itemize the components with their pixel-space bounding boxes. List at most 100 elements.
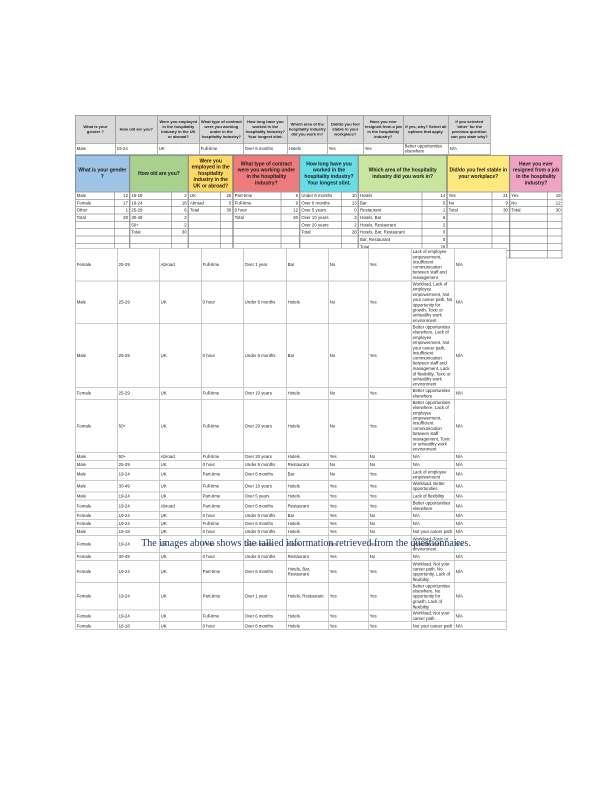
empty-cell xyxy=(491,213,510,222)
value-cell: 19-24 xyxy=(114,143,158,155)
response-cell: Male xyxy=(74,527,118,537)
response-cell: 19-24 xyxy=(116,560,160,584)
tally-count: 12 xyxy=(113,191,130,200)
response-cell: Yes xyxy=(327,499,369,513)
tally-label: Total xyxy=(232,213,282,222)
tally-count: 1 xyxy=(421,206,447,215)
response-cell: Hotels xyxy=(285,491,329,501)
tally-count: 28 xyxy=(341,228,359,237)
response-cell: Yes xyxy=(367,479,412,493)
response-cell: UK xyxy=(158,468,202,481)
table-row: Male 19-24 UK Part-time Over 5 years Hotels Ye… xyxy=(74,491,507,501)
table-row: Total 30 xyxy=(188,206,233,215)
response-cell: Full-time xyxy=(200,452,244,461)
response-cell: Yes xyxy=(367,387,412,400)
tally-label: Total xyxy=(129,228,172,237)
table-row: Female 25-29 Abroad Full-time Over 1 year Bar… xyxy=(74,248,507,282)
table-row: 16-18 2 xyxy=(129,191,189,200)
table-row xyxy=(509,242,563,251)
response-cell: Full-time xyxy=(200,479,244,493)
response-cell: Hotels xyxy=(285,479,329,493)
tally-question-cell: Have you ever resigned from a job in the… xyxy=(509,154,563,193)
table-row: 19-24 18 xyxy=(129,198,189,207)
response-cell: Better opportunities elsewhere, Lack of … xyxy=(410,323,455,388)
table-row: Male 50+ Abroad Full-time Over 20 years Hotel… xyxy=(74,452,507,461)
response-cell: 19-24 xyxy=(116,609,160,623)
response-cell: Female xyxy=(74,582,118,611)
tally-label: Female xyxy=(74,198,115,207)
response-cell: Part-time xyxy=(200,560,244,584)
empty-cell xyxy=(113,220,130,229)
tally-label: 25-29 xyxy=(129,206,172,215)
tally-count: 13 xyxy=(341,198,359,207)
tally-count: 18 xyxy=(546,191,563,200)
response-cell: N/A xyxy=(410,511,455,521)
empty-cell xyxy=(546,242,563,251)
response-cell: N/A xyxy=(453,460,507,469)
table-row: Were you employed in the hospitality ind… xyxy=(188,154,233,193)
response-cell: Full-time xyxy=(200,248,244,282)
response-cell: Part-time xyxy=(200,582,244,611)
tally-count: 25 xyxy=(219,191,233,200)
tally-group: What is your gender ? Male 12 Female 17 Other… xyxy=(74,154,130,259)
tally-label: 16-18 xyxy=(129,191,172,200)
response-cell: Part-time xyxy=(200,499,244,513)
tally-label: Hotels, Bar, Restaurant xyxy=(358,228,423,237)
response-cell: 19-24 xyxy=(116,582,160,611)
response-cell: N/A xyxy=(453,621,507,631)
response-cell: Male xyxy=(74,491,118,501)
response-cell: Full-time xyxy=(200,609,244,623)
response-cell: Yes xyxy=(327,552,369,561)
empty-cell xyxy=(341,235,359,244)
response-cell: Restaurant xyxy=(285,552,329,561)
tally-label: Total xyxy=(446,206,493,215)
tally-label: Restaurant xyxy=(358,206,423,215)
empty-cell xyxy=(188,228,221,237)
response-cell: Hotels xyxy=(285,280,329,325)
table-row: Which area of the hospitality industry d… xyxy=(358,154,447,193)
response-cell: Lack of flexibility xyxy=(410,491,455,501)
empty-cell xyxy=(299,235,342,244)
empty-cell xyxy=(509,220,548,229)
tally-question-cell: Which area of the hospitality industry d… xyxy=(358,154,447,193)
response-cell: Over 20 years xyxy=(242,398,287,453)
response-cell: Yes xyxy=(367,499,412,513)
table-row: Hotels, Bar, Restaurant 0 xyxy=(358,228,447,237)
empty-cell xyxy=(171,235,189,244)
response-cell: Full-time xyxy=(200,519,244,529)
table-row: Bar 5 xyxy=(358,198,447,207)
tally-question-cell: What is your gender ? xyxy=(74,154,130,193)
response-cell: Over 6 months xyxy=(242,560,287,584)
response-cell: Under 6 months xyxy=(242,527,287,537)
response-cell: Over 6 months xyxy=(242,519,287,529)
response-cell: Better opportunities elsewhere xyxy=(410,387,455,400)
response-cell: Bar xyxy=(285,511,329,521)
value-cell: Hotels xyxy=(286,143,328,155)
table-row xyxy=(188,228,233,237)
tally-count: 6 xyxy=(421,213,447,222)
response-cell: Abroad xyxy=(158,248,202,282)
response-cell: 0 hour xyxy=(200,552,244,561)
tally-label: Full-time xyxy=(232,198,282,207)
response-cell: Female xyxy=(74,560,118,584)
empty-cell xyxy=(446,213,493,222)
tally-label: 0 hour xyxy=(232,206,282,215)
tally-label: Hotels, Restaurant xyxy=(358,220,423,229)
response-cell: N/A xyxy=(453,398,507,453)
empty-cell xyxy=(219,220,233,229)
response-cell: No xyxy=(367,519,412,529)
response-cell: N/A xyxy=(453,609,507,623)
response-cell: Full-time xyxy=(200,387,244,400)
tally-count: 5 xyxy=(421,198,447,207)
response-cell: No xyxy=(327,468,369,481)
table-row: Full-time 9 xyxy=(232,198,300,207)
response-cell: Female xyxy=(74,552,118,561)
response-cell: Workload, Not your career path, No oppor… xyxy=(410,560,455,584)
empty-cell xyxy=(491,220,510,229)
table-row: Total 30 xyxy=(129,228,189,237)
table-row xyxy=(446,213,510,222)
empty-cell xyxy=(446,220,493,229)
response-cell: 0 hour xyxy=(200,460,244,469)
response-cell: Under 6 months xyxy=(242,323,287,388)
table-row xyxy=(509,213,563,222)
